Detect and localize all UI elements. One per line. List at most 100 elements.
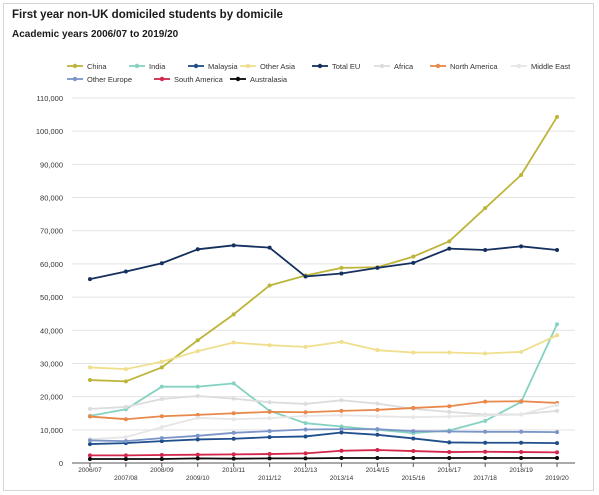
data-point-total-eu bbox=[375, 265, 380, 270]
data-point-malaysia bbox=[519, 440, 524, 445]
x-tick-label: 2015/16 bbox=[402, 475, 426, 482]
x-tick-label: 2010/11 bbox=[222, 467, 245, 474]
series-line-china bbox=[89, 116, 558, 383]
data-point-north-america bbox=[195, 412, 200, 417]
data-point-india bbox=[195, 384, 200, 389]
data-point-india bbox=[303, 421, 308, 426]
data-point-other-asia bbox=[411, 350, 416, 355]
data-point-australasia bbox=[555, 456, 560, 461]
data-point-south-america bbox=[519, 450, 524, 455]
data-point-other-europe bbox=[483, 429, 488, 434]
data-point-other-asia bbox=[195, 349, 200, 354]
chart-subtitle: Academic years 2006/07 to 2019/20 bbox=[12, 29, 179, 40]
series-total-eu bbox=[87, 243, 560, 282]
data-point-australasia bbox=[519, 456, 524, 461]
data-point-australasia bbox=[159, 457, 164, 462]
data-point-africa bbox=[159, 396, 164, 401]
legend-label: India bbox=[149, 62, 166, 71]
legend-swatch-point bbox=[235, 76, 241, 82]
data-point-total-eu bbox=[411, 260, 416, 265]
legend-item-north-america: North America bbox=[430, 62, 498, 71]
data-point-middle-east bbox=[195, 415, 200, 420]
data-point-africa bbox=[447, 409, 452, 414]
data-point-other-europe bbox=[159, 436, 164, 441]
data-point-north-america bbox=[447, 404, 452, 409]
legend-item-total-eu: Total EU bbox=[312, 62, 360, 71]
data-point-other-europe bbox=[231, 430, 236, 435]
data-point-middle-east bbox=[303, 413, 308, 418]
x-tick-label: 2019/20 bbox=[545, 475, 569, 482]
data-point-other-europe bbox=[411, 429, 416, 434]
data-point-total-eu bbox=[159, 261, 164, 266]
data-point-china bbox=[123, 379, 128, 384]
data-point-china bbox=[231, 312, 236, 317]
data-point-other-asia bbox=[123, 367, 128, 372]
data-point-total-eu bbox=[519, 244, 524, 249]
series-china bbox=[87, 114, 560, 384]
data-point-south-america bbox=[195, 452, 200, 457]
data-point-africa bbox=[555, 408, 560, 413]
data-point-india bbox=[231, 381, 236, 386]
data-point-other-europe bbox=[339, 427, 344, 432]
data-point-china bbox=[411, 254, 416, 259]
data-point-total-eu bbox=[447, 246, 452, 251]
x-tick-label: 2006/07 bbox=[78, 467, 102, 474]
data-point-other-asia bbox=[339, 339, 344, 344]
legend-swatch-point bbox=[245, 63, 251, 69]
data-point-china bbox=[555, 114, 560, 119]
data-point-middle-east bbox=[447, 414, 452, 419]
data-point-australasia bbox=[267, 456, 272, 461]
data-point-china bbox=[87, 378, 92, 383]
data-point-north-america bbox=[375, 407, 380, 412]
data-point-south-america bbox=[267, 452, 272, 457]
data-point-total-eu bbox=[303, 274, 308, 279]
y-axis: 0 10,000 20,000 30,000 40,000 50,000 60,000 70,… bbox=[36, 94, 63, 468]
data-point-africa bbox=[231, 396, 236, 401]
data-point-africa bbox=[375, 401, 380, 406]
legend-label: China bbox=[87, 62, 107, 71]
x-tick-label: 2008/09 bbox=[150, 467, 174, 474]
data-point-other-asia bbox=[159, 359, 164, 364]
data-point-total-eu bbox=[555, 247, 560, 252]
data-point-south-america bbox=[339, 448, 344, 453]
legend-swatch-point bbox=[159, 76, 165, 82]
data-point-north-america bbox=[339, 408, 344, 413]
series-line-north-america bbox=[89, 400, 558, 421]
data-point-malaysia bbox=[375, 432, 380, 437]
data-point-china bbox=[195, 338, 200, 343]
y-tick-label: 110,000 bbox=[36, 94, 63, 103]
data-point-north-america bbox=[231, 411, 236, 416]
y-tick-label: 70,000 bbox=[40, 227, 63, 236]
data-point-north-america bbox=[519, 399, 524, 404]
data-point-south-america bbox=[375, 448, 380, 453]
series-other-asia bbox=[87, 333, 560, 372]
data-point-australasia bbox=[303, 456, 308, 461]
data-point-malaysia bbox=[411, 436, 416, 441]
x-tick-label: 2018/19 bbox=[509, 467, 533, 474]
data-point-total-eu bbox=[483, 247, 488, 252]
data-point-africa bbox=[303, 401, 308, 406]
legend-swatch-point bbox=[72, 76, 78, 82]
data-point-middle-east bbox=[555, 402, 560, 407]
data-point-middle-east bbox=[519, 412, 524, 417]
legend-item-malaysia: Malaysia bbox=[188, 62, 238, 71]
data-point-other-asia bbox=[231, 340, 236, 345]
series-australasia bbox=[87, 456, 560, 462]
data-point-other-europe bbox=[267, 429, 272, 434]
data-point-south-america bbox=[123, 453, 128, 458]
data-point-other-europe bbox=[87, 438, 92, 443]
data-point-total-eu bbox=[87, 277, 92, 282]
x-tick-label: 2011/12 bbox=[258, 475, 281, 482]
gridlines bbox=[72, 97, 575, 464]
data-point-africa bbox=[339, 398, 344, 403]
data-point-china bbox=[159, 365, 164, 370]
x-tick-label: 2007/08 bbox=[114, 475, 138, 482]
data-point-total-eu bbox=[267, 245, 272, 250]
y-tick-label: 10,000 bbox=[40, 426, 63, 435]
data-point-other-asia bbox=[447, 350, 452, 355]
data-point-australasia bbox=[195, 456, 200, 461]
data-point-malaysia bbox=[231, 436, 236, 441]
data-point-north-america bbox=[411, 405, 416, 410]
data-point-china bbox=[519, 172, 524, 177]
